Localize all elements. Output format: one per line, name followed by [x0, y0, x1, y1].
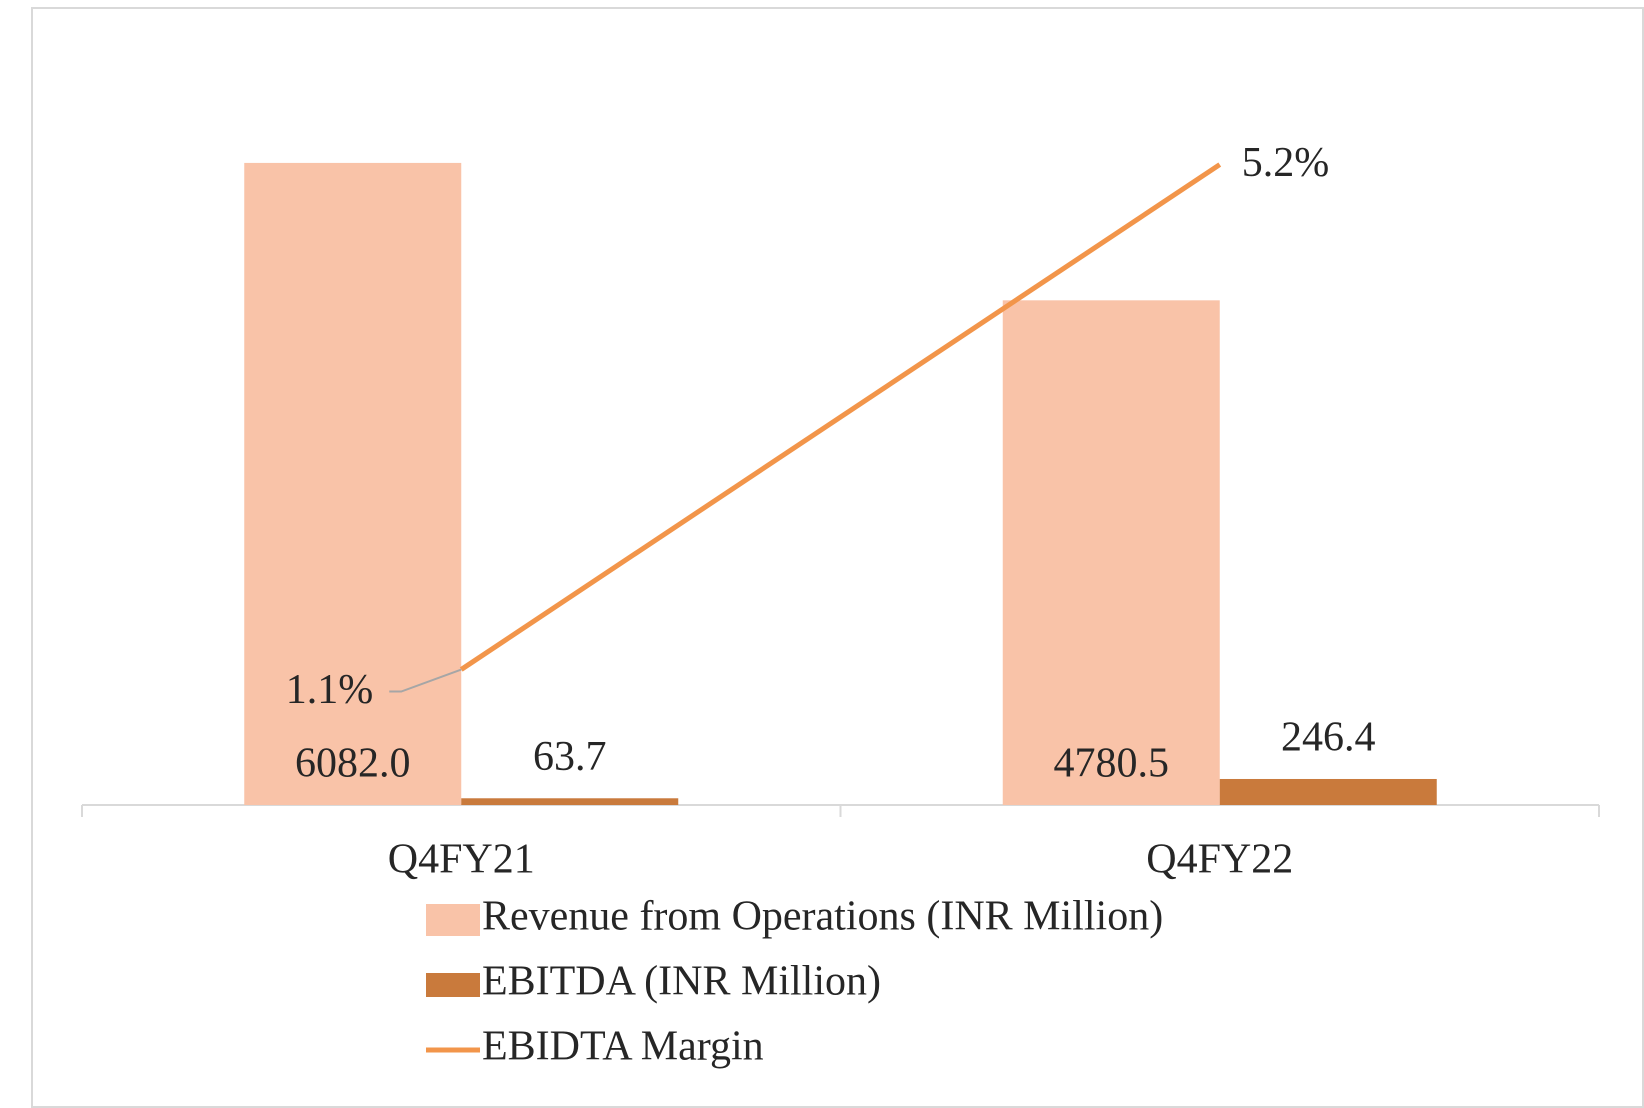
- data-label: 63.7: [533, 734, 607, 780]
- bar: [1219, 778, 1437, 805]
- chart-border: [31, 7, 1644, 1108]
- leader-line: [389, 668, 462, 693]
- data-label: 4780.5: [1054, 741, 1170, 787]
- legend-label: EBIDTA Margin: [482, 1024, 764, 1070]
- data-label: 246.4: [1281, 715, 1376, 761]
- data-label: 1.1%: [286, 667, 374, 713]
- legend-label: Revenue from Operations (INR Million): [482, 894, 1163, 940]
- data-label: 5.2%: [1242, 140, 1330, 186]
- legend-swatch: [426, 973, 480, 997]
- legend-label: EBITDA (INR Million): [482, 959, 881, 1005]
- x-tick-label: Q4FY22: [1146, 837, 1293, 883]
- bar: [461, 798, 679, 805]
- x-tick-label: Q4FY21: [388, 837, 535, 883]
- legend-swatch: [426, 904, 480, 936]
- bar: [1002, 300, 1220, 805]
- line: [459, 162, 1222, 672]
- data-label: 6082.0: [295, 741, 411, 787]
- bar: [244, 162, 462, 806]
